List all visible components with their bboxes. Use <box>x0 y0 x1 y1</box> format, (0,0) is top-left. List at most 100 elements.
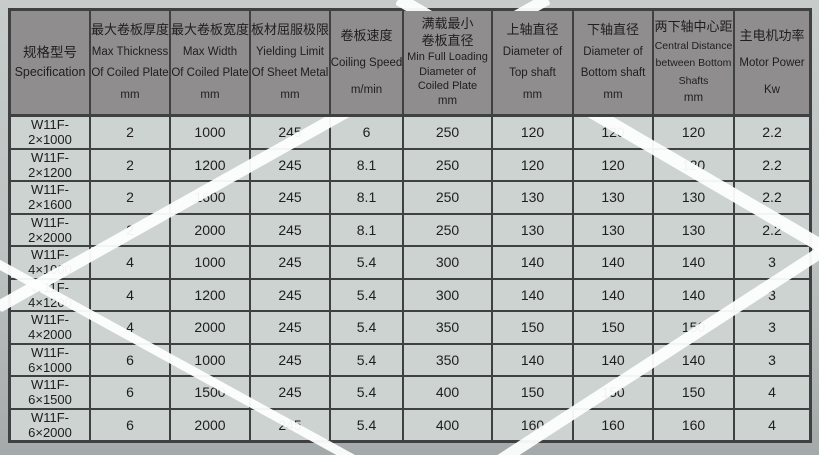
value-cell: 245 <box>251 312 331 343</box>
table-body: W11F-2×10002100024562501201201202.2W11F-… <box>11 117 809 440</box>
col-header-zh: 卷板速度 <box>340 27 393 43</box>
col-header-zh: 上轴直径 <box>506 22 559 38</box>
value-cell: 150 <box>493 312 574 343</box>
col-header-unit: mm <box>683 92 704 105</box>
value-cell: 5.4 <box>331 279 404 310</box>
value-cell: 250 <box>404 214 493 245</box>
value-cell: 400 <box>404 409 493 440</box>
value-cell: 245 <box>251 149 331 180</box>
value-cell: 350 <box>404 344 493 375</box>
col-header-top-shaft-diameter: 上轴直径 Diameter of Top shaft mm <box>493 11 574 114</box>
value-cell: 4 <box>91 279 171 310</box>
col-header-unit: mm <box>200 89 220 102</box>
value-cell: 2.2 <box>762 124 782 141</box>
col-header-en: Coiling Speed <box>331 56 403 69</box>
value-cell: 130 <box>574 214 654 245</box>
value-cell: 245 <box>251 247 331 278</box>
col-header-en: Min Full Loading <box>407 50 488 63</box>
value-cell: 5.4 <box>331 344 404 375</box>
value-cell: 2.2 <box>762 156 782 173</box>
value-cell: 1000 <box>171 117 251 148</box>
value-cell: 3 <box>768 319 776 336</box>
value-cell: 245 <box>251 279 331 310</box>
value-cell: 4 <box>768 384 776 401</box>
value-cell: 130 <box>654 214 735 245</box>
value-cell: 350 <box>404 312 493 343</box>
col-header-en: Diameter of <box>502 45 563 58</box>
col-header-unit: mm <box>522 89 543 102</box>
col-header-specification: 规格型号 Specification <box>11 11 91 114</box>
value-cell: 120 <box>493 149 574 180</box>
col-header-en: Bottom shaft <box>580 67 646 80</box>
col-header-en: Central Distance <box>654 39 733 52</box>
col-header-max-width: 最大卷板宽度 Max Width Of Coiled Plate mm <box>171 11 251 114</box>
col-header-zh: 板材屈服极限 <box>251 22 330 38</box>
col-header-bottom-shaft-diameter: 下轴直径 Diameter of Bottom shaft mm <box>574 11 654 114</box>
value-cell: 245 <box>251 377 331 408</box>
value-cell: 150 <box>654 377 735 408</box>
model-cell: W11F-6×2000 <box>11 409 91 440</box>
col-header-unit: mm <box>280 89 300 102</box>
model-cell: W11F-6×1500 <box>11 377 91 408</box>
table-row: W11F-2×10002100024562501201201202.2 <box>11 117 809 150</box>
model-cell: W11F-2×1200 <box>11 149 91 180</box>
value-cell: 2000 <box>171 409 251 440</box>
value-cell: 250 <box>404 182 493 213</box>
model-cell: W11F-6×1000 <box>11 344 91 375</box>
value-cell: 2 <box>91 182 171 213</box>
value-cell: 5.4 <box>331 377 404 408</box>
value-cell: 6 <box>91 377 171 408</box>
value-cell: 2 <box>91 149 171 180</box>
col-header-unit: mm <box>120 89 140 102</box>
col-header-zh: 满载最小 <box>421 15 474 31</box>
value-cell: 120 <box>654 117 735 148</box>
col-header-unit: mm <box>437 95 458 108</box>
col-header-en: Of Coiled Plate <box>171 67 249 80</box>
value-cell: 300 <box>404 247 493 278</box>
col-header-yielding-limit: 板材屈服极限 Yielding Limit Of Sheet Metal mm <box>251 11 331 114</box>
col-header-en: Diameter of <box>419 65 476 78</box>
value-cell: 130 <box>493 182 574 213</box>
value-cell: 3 <box>768 254 776 271</box>
col-header-zh: 规格型号 <box>23 45 77 61</box>
value-cell: 140 <box>574 279 654 310</box>
value-cell: 8.1 <box>331 149 404 180</box>
col-header-en: Coiled Plate <box>417 80 478 93</box>
col-header-zh: 下轴直径 <box>586 22 639 38</box>
col-header-unit: Kw <box>764 83 780 96</box>
value-cell: 6 <box>331 117 404 148</box>
col-header-unit: m/min <box>350 83 383 96</box>
value-cell: 140 <box>654 247 735 278</box>
value-cell: 120 <box>493 117 574 148</box>
value-cell: 160 <box>574 409 654 440</box>
value-cell: 140 <box>574 247 654 278</box>
model-cell: W11F-4×2000 <box>11 312 91 343</box>
value-cell: 150 <box>574 312 654 343</box>
value-cell: 5.4 <box>331 409 404 440</box>
value-cell: 3 <box>768 351 776 368</box>
col-header-zh: 最大卷板宽度 <box>171 22 250 38</box>
value-cell: 2 <box>91 117 171 148</box>
value-cell: 2000 <box>171 214 251 245</box>
value-cell: 1000 <box>171 247 251 278</box>
col-header-unit: mm <box>603 89 623 102</box>
value-cell: 140 <box>493 247 574 278</box>
col-header-zh: 两下轴中心距 <box>654 19 733 35</box>
value-cell: 245 <box>251 344 331 375</box>
value-cell: 130 <box>574 182 654 213</box>
value-cell: 5.4 <box>331 312 404 343</box>
value-cell: 3 <box>768 286 776 303</box>
col-header-zh: 卷板直径 <box>421 33 474 49</box>
col-header-en: Top shaft <box>509 67 556 80</box>
value-cell: 2.2 <box>762 189 782 206</box>
value-cell: 8.1 <box>331 214 404 245</box>
value-cell: 400 <box>404 377 493 408</box>
value-cell: 160 <box>654 409 735 440</box>
col-header-en: Max Width <box>182 45 238 58</box>
col-header-en: between Bottom <box>655 57 732 70</box>
col-header-en: Diameter of <box>583 45 643 58</box>
value-cell: 140 <box>493 344 574 375</box>
